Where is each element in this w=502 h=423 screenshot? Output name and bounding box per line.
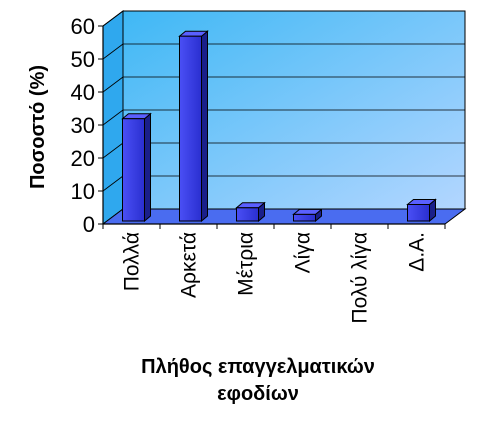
y-axis-title: Ποσοστό (%) — [27, 65, 49, 189]
y-tick-label: 0 — [83, 212, 95, 237]
x-axis-title-line2: εφοδίων — [217, 383, 299, 405]
x-category-label: Πολύ λίγα — [349, 232, 372, 324]
gridline-side — [102, 142, 124, 159]
x-category-label: Δ.Α. — [406, 232, 429, 272]
bar-side — [144, 112, 151, 223]
x-category-label: Πολλά — [121, 232, 144, 291]
x-category-label: Αρκετά — [178, 232, 201, 298]
bar — [406, 198, 437, 223]
gridline-side — [102, 109, 124, 126]
gridline-side — [102, 43, 124, 60]
bar — [121, 112, 152, 223]
bar — [292, 208, 323, 223]
x-category-label: Λίγα — [292, 232, 315, 273]
bar-front — [293, 213, 316, 222]
bars-group — [121, 30, 437, 223]
y-tick-label: 60 — [71, 14, 95, 39]
gridline-side — [102, 175, 124, 192]
y-tick-label: 20 — [71, 146, 95, 171]
x-axis-title-line1: Πλήθος επαγγελματικών — [141, 356, 375, 378]
y-tick-label: 50 — [71, 47, 95, 72]
x-category-labels: Πολλά Αρκετά Μέτρια Λίγα Πολύ λίγα Δ.Α. — [102, 224, 446, 324]
x-category-label: Μέτρια — [235, 232, 258, 296]
bar-front — [179, 35, 202, 222]
bar-front — [122, 118, 145, 222]
y-tick-label: 30 — [71, 113, 95, 138]
bar-side — [201, 30, 208, 223]
bar — [235, 201, 266, 223]
gridline-side — [102, 10, 124, 27]
plot-area — [101, 10, 467, 225]
bar-front — [236, 207, 259, 222]
y-tick-labels: 0 10 20 30 40 50 60 — [71, 14, 103, 237]
y-tick-label: 10 — [71, 179, 95, 204]
bar-front — [407, 204, 430, 222]
bar — [178, 30, 209, 223]
y-tick-label: 40 — [71, 80, 95, 105]
gridline-side — [102, 76, 124, 93]
